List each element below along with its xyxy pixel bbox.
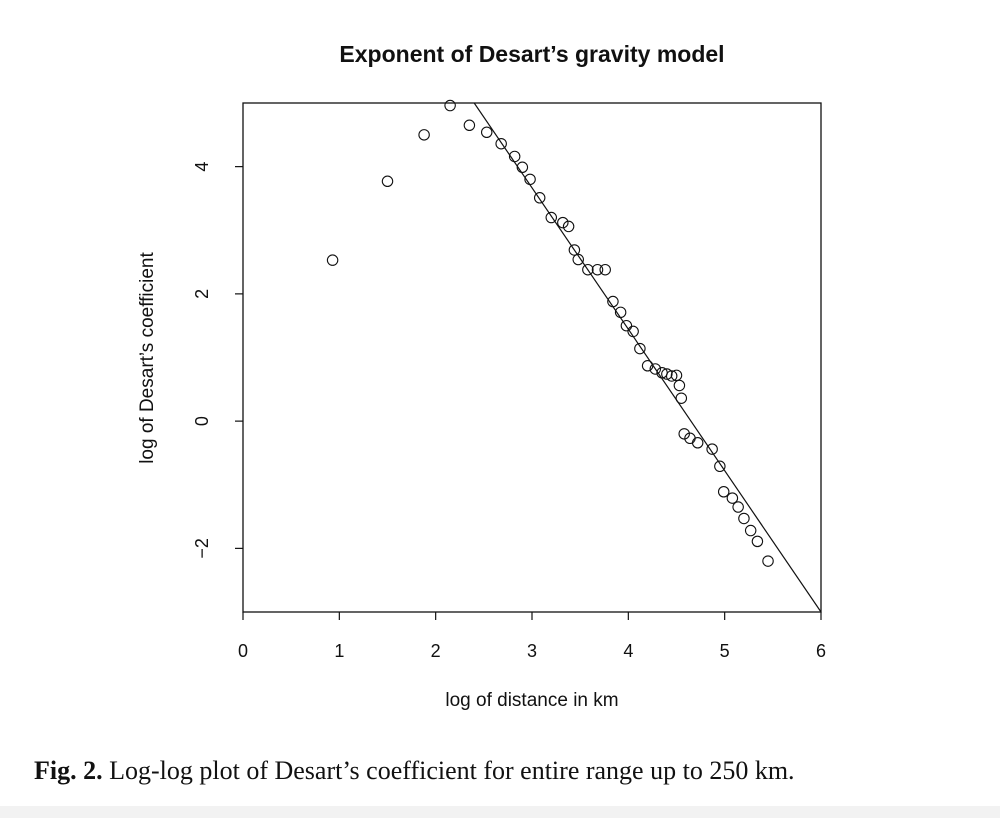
plot-frame xyxy=(242,102,822,613)
data-point xyxy=(545,211,558,224)
x-tick-label: 1 xyxy=(334,641,344,661)
x-tick-label: 4 xyxy=(623,641,633,661)
data-point xyxy=(738,512,750,525)
data-point xyxy=(607,295,619,308)
data-point xyxy=(732,501,744,513)
x-axis: 0 1 2 3 4 5 6 xyxy=(238,612,826,661)
y-axis-label: log of Desart’s coefficient xyxy=(137,251,158,463)
data-points-layer xyxy=(326,99,774,567)
data-point xyxy=(444,99,456,112)
data-point xyxy=(326,254,339,266)
data-point xyxy=(717,485,730,498)
data-point xyxy=(762,555,774,567)
data-point xyxy=(568,244,581,256)
figure-caption: Fig. 2. Log-log plot of Desart’s coeffic… xyxy=(34,756,994,786)
data-point xyxy=(673,379,686,392)
y-axis: −2 0 2 4 xyxy=(192,162,243,559)
data-point xyxy=(557,216,569,229)
y-tick-label: 2 xyxy=(192,289,212,299)
x-tick-label: 2 xyxy=(431,641,441,661)
y-tick-label: 0 xyxy=(192,416,212,426)
chart-title: Exponent of Desart’s gravity model xyxy=(339,41,724,67)
y-tick-label: −2 xyxy=(192,538,212,559)
data-point xyxy=(627,325,639,338)
data-point xyxy=(599,263,611,276)
data-point xyxy=(706,443,718,455)
fit-line xyxy=(473,103,821,612)
data-point xyxy=(480,126,493,139)
data-point xyxy=(641,360,654,372)
data-point xyxy=(675,392,688,404)
fit-line-layer xyxy=(473,103,821,612)
x-tick-label: 3 xyxy=(527,641,537,661)
x-tick-label: 6 xyxy=(816,641,826,661)
x-tick-label: 0 xyxy=(238,641,248,661)
x-tick-label: 5 xyxy=(720,641,730,661)
data-point xyxy=(508,150,521,163)
data-point xyxy=(634,342,646,355)
data-point xyxy=(524,173,536,186)
data-point xyxy=(572,253,584,266)
x-axis-label: log of distance in km xyxy=(445,690,618,711)
data-point xyxy=(726,492,739,504)
data-point xyxy=(591,263,604,276)
data-point xyxy=(714,460,726,473)
data-point xyxy=(381,175,394,188)
data-point xyxy=(678,428,690,440)
caption-label: Fig. 2. xyxy=(34,756,103,785)
data-point xyxy=(516,161,529,174)
data-point xyxy=(649,363,662,375)
data-point xyxy=(751,535,764,548)
caption-text: Log-log plot of Desart’s coefficient for… xyxy=(109,756,795,785)
y-tick-label: 4 xyxy=(192,162,212,172)
data-point xyxy=(614,306,627,319)
data-point xyxy=(562,220,575,233)
data-point xyxy=(691,437,704,449)
footer-strip xyxy=(0,806,1000,818)
data-point xyxy=(533,192,546,204)
data-point xyxy=(463,119,476,132)
data-point xyxy=(418,129,430,141)
data-point xyxy=(582,263,594,276)
data-point xyxy=(620,319,633,332)
data-point xyxy=(744,524,757,537)
data-point xyxy=(670,369,683,382)
data-point xyxy=(495,137,507,150)
data-point xyxy=(661,368,673,380)
data-point xyxy=(665,370,678,382)
